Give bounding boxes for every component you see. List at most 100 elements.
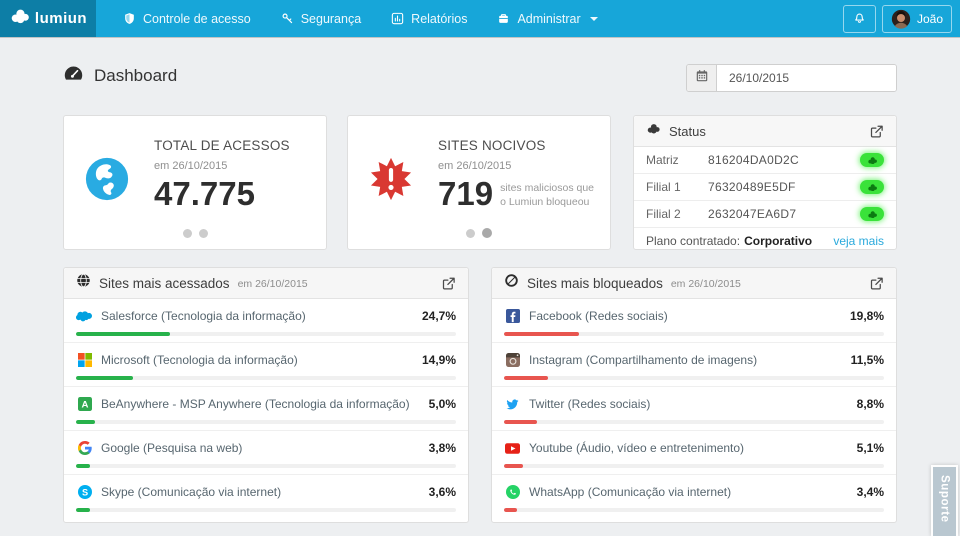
panel-subtitle: em 26/10/2015	[237, 278, 308, 290]
ban-icon	[504, 273, 519, 293]
menu-label: Administrar	[517, 11, 581, 26]
site-list-item: Youtube (Áudio, vídeo e entretenimento) …	[492, 431, 896, 475]
blocked-sites-list: Facebook (Redes sociais) 19,8% Instagram…	[492, 299, 896, 518]
veja-mais-link[interactable]: veja mais	[833, 234, 884, 248]
status-row-code: 76320489E5DF	[708, 180, 796, 194]
progress-fill	[76, 464, 91, 468]
progress-fill	[504, 420, 538, 424]
site-list-item: Instagram (Compartilhamento de imagens) …	[492, 343, 896, 387]
progress-track	[504, 332, 884, 336]
logo-text: lumiun	[34, 10, 88, 27]
panel-title: Sites mais bloqueados	[527, 275, 663, 291]
site-percentage: 3,6%	[428, 485, 456, 499]
progress-track	[76, 464, 456, 468]
external-link-icon[interactable]	[869, 124, 884, 139]
site-list-item: S Skype (Comunicação via internet) 3,6%	[64, 475, 468, 518]
sites-nocivos-note: sites maliciosos que o Lumiun bloqueou	[500, 182, 595, 208]
status-online-badge	[860, 207, 884, 221]
calendar-button[interactable]	[687, 65, 717, 91]
user-name: João	[916, 11, 943, 26]
page-title: Dashboard	[63, 63, 177, 89]
plan-value: Corporativo	[744, 234, 813, 248]
chevron-down-icon	[589, 16, 598, 21]
progress-fill	[76, 332, 170, 336]
menu-item-administrar[interactable]: Administrar	[482, 0, 612, 37]
support-tab-label: Suporte	[938, 475, 951, 523]
top-navbar: lumiun Controle de acesso Segurança Rela…	[0, 0, 960, 37]
site-percentage: 11,5%	[850, 353, 884, 367]
site-list-item: Google (Pesquisa na web) 3,8%	[64, 431, 468, 475]
accessed-sites-list: Salesforce (Tecnologia da informação) 24…	[64, 299, 468, 518]
total-acessos-value: 47.775	[154, 175, 255, 212]
microsoft-icon	[76, 352, 93, 368]
progress-track	[504, 420, 884, 424]
svg-text:A: A	[81, 400, 88, 411]
progress-track	[76, 508, 456, 512]
twitter-icon	[504, 396, 521, 412]
carousel-dot[interactable]	[182, 229, 192, 238]
youtube-icon	[504, 440, 521, 456]
progress-track	[76, 376, 456, 380]
support-tab[interactable]: Suporte	[931, 465, 958, 536]
menu-item-relatorios[interactable]: Relatórios	[376, 0, 482, 37]
instagram-icon	[504, 352, 521, 368]
user-menu-button[interactable]: João	[881, 4, 952, 33]
site-name: Youtube (Áudio, vídeo e entretenimento)	[529, 441, 745, 455]
site-list-item: A BeAnywhere - MSP Anywhere (Tecnologia …	[64, 387, 468, 431]
site-list-item: WhatsApp (Comunicação via internet) 3,4%	[492, 475, 896, 518]
progress-fill	[76, 508, 90, 512]
site-percentage: 3,4%	[856, 485, 884, 499]
alert-burst-icon	[368, 156, 414, 202]
site-list-item: Microsoft (Tecnologia da informação) 14,…	[64, 343, 468, 387]
progress-fill	[504, 464, 524, 468]
progress-track	[504, 464, 884, 468]
menu-item-seguranca[interactable]: Segurança	[266, 0, 376, 37]
notifications-button[interactable]	[842, 4, 876, 33]
lumiun-logo[interactable]: lumiun	[0, 0, 96, 37]
status-row: Filial 2 2632047EA6D7	[634, 201, 896, 228]
progress-fill	[76, 376, 133, 380]
progress-fill	[504, 376, 548, 380]
plan-label: Plano contratado:	[646, 234, 741, 248]
status-row: Matriz 816204DA0D2C	[634, 147, 896, 174]
card-title: TOTAL DE ACESSOS	[154, 138, 290, 153]
external-link-icon[interactable]	[441, 276, 456, 291]
carousel-dot[interactable]	[466, 228, 475, 238]
site-name: Google (Pesquisa na web)	[101, 441, 243, 455]
progress-track	[76, 420, 456, 424]
site-percentage: 8,8%	[856, 397, 884, 411]
menu-item-controle-de-acesso[interactable]: Controle de acesso	[108, 0, 266, 37]
carousel-dot[interactable]	[198, 229, 208, 238]
status-row-label: Matriz	[646, 153, 679, 167]
progress-track	[504, 508, 884, 512]
site-list-item: Twitter (Redes sociais) 8,8%	[492, 387, 896, 431]
status-online-badge	[860, 153, 884, 167]
salesforce-icon	[76, 308, 93, 324]
sites-nocivos-value: 719	[438, 175, 494, 212]
status-title: Status	[669, 123, 706, 139]
external-link-icon[interactable]	[869, 276, 884, 291]
whatsapp-icon	[504, 484, 521, 500]
site-list-item: Facebook (Redes sociais) 19,8%	[492, 299, 896, 343]
main-menu: Controle de acesso Segurança Relatórios …	[108, 0, 613, 37]
site-name: Instagram (Compartilhamento de imagens)	[529, 353, 758, 367]
facebook-icon	[504, 308, 521, 324]
date-input[interactable]	[717, 65, 896, 91]
site-percentage: 19,8%	[849, 309, 884, 323]
beanywhere-icon: A	[76, 396, 93, 412]
navbar-right: João	[842, 0, 952, 37]
carousel-dot-active[interactable]	[482, 228, 492, 238]
status-row-code: 2632047EA6D7	[708, 207, 797, 221]
carousel-dots	[64, 229, 326, 238]
progress-fill	[504, 508, 517, 512]
site-percentage: 5,0%	[428, 397, 456, 411]
page-title-text: Dashboard	[94, 66, 178, 85]
status-rows: Matriz 816204DA0D2C Filial 1 76320489E5D…	[634, 147, 896, 228]
status-row-label: Filial 2	[646, 207, 681, 221]
carousel-dots	[348, 228, 610, 238]
sites-nocivos-card: SITES NOCIVOS em 26/10/2015 719 sites ma…	[347, 115, 611, 250]
total-acessos-card: TOTAL DE ACESSOS em 26/10/2015 47.775	[63, 115, 327, 250]
status-card: Status Matriz 816204DA0D2C Filial 1 7632…	[633, 115, 897, 250]
panel-title: Sites mais acessados	[99, 275, 230, 291]
card-title: SITES NOCIVOS	[438, 138, 546, 153]
